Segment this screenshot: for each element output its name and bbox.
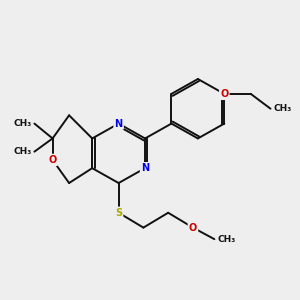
Text: N: N [115,118,123,129]
Text: N: N [141,163,149,173]
Text: CH₃: CH₃ [217,235,235,244]
Text: CH₃: CH₃ [273,104,291,113]
Text: O: O [220,89,228,99]
Text: O: O [189,223,197,232]
Text: S: S [115,208,122,218]
Text: CH₃: CH₃ [14,147,32,156]
Text: O: O [49,155,57,165]
Text: CH₃: CH₃ [14,119,32,128]
